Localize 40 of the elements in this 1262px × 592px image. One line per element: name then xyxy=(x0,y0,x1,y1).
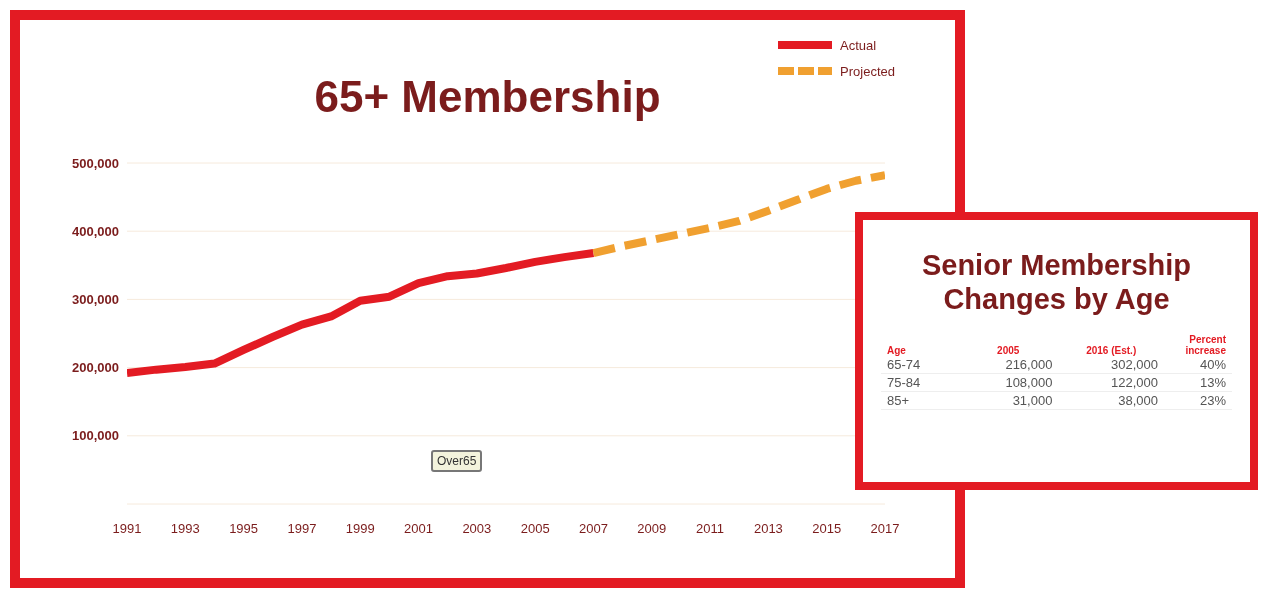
data-label: 31,000 xyxy=(958,391,1059,410)
data-label: 108,000 xyxy=(958,373,1059,392)
category-label: 65-74 xyxy=(881,356,958,374)
data-label: 122,000 xyxy=(1058,373,1164,392)
x-tick-label: 2017 xyxy=(870,521,900,537)
data-label: 13% xyxy=(1164,373,1232,392)
x-tick-label: 1993 xyxy=(170,521,200,537)
x-tick-label: 2001 xyxy=(404,521,433,537)
annotation: Over65 xyxy=(431,450,483,472)
x-tick-label: 2011 xyxy=(696,521,725,537)
x-tick-label: 2005 xyxy=(520,521,550,537)
text: Age xyxy=(886,344,907,356)
y-tick-label: 500,000 xyxy=(72,155,119,171)
x-tick-label: 2013 xyxy=(753,521,783,537)
y-tick-label: 400,000 xyxy=(72,223,119,239)
data-label: 23% xyxy=(1164,391,1232,410)
x-tick-label: 2009 xyxy=(637,521,667,537)
data-label: 38,000 xyxy=(1058,391,1164,410)
x-tick-label: 1995 xyxy=(229,521,259,537)
text: Percent increase xyxy=(1184,334,1227,356)
category-label: 75-84 xyxy=(881,373,958,392)
y-tick-label: 300,000 xyxy=(72,292,119,308)
x-tick-label: 2015 xyxy=(812,521,842,537)
x-tick-label: 1999 xyxy=(345,521,375,537)
y-tick-label: 100,000 xyxy=(72,428,119,444)
y-tick-label: 200,000 xyxy=(72,360,119,376)
x-tick-label: 2003 xyxy=(462,521,492,537)
legend-label: Projected xyxy=(840,63,895,79)
category-label: 85+ xyxy=(881,391,958,410)
text: Senior Membership Changes by Age xyxy=(920,248,1193,316)
x-tick-label: 1991 xyxy=(112,521,142,537)
text: 2016 (Est.) xyxy=(1085,344,1138,356)
x-tick-label: 1997 xyxy=(287,521,317,537)
data-label: 216,000 xyxy=(958,356,1059,374)
chart-title: 65+ Membership xyxy=(314,72,661,121)
series-label: 2005 xyxy=(996,344,1021,356)
x-tick-label: 2007 xyxy=(579,521,608,537)
data-label: 302,000 xyxy=(1058,356,1164,374)
data-label: 40% xyxy=(1164,356,1232,374)
legend-label: Actual xyxy=(840,37,877,53)
